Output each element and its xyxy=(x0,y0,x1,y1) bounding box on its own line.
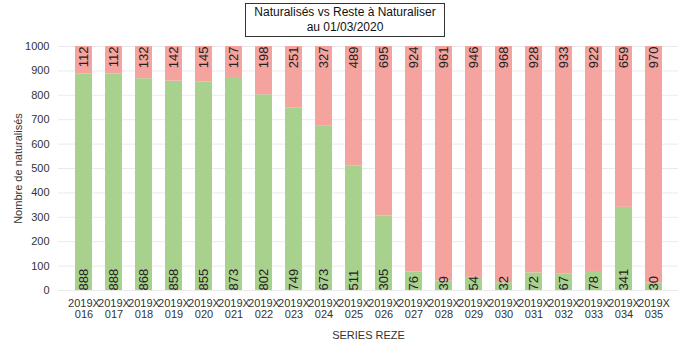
svg-text:112: 112 xyxy=(106,47,121,68)
svg-text:2019X028: 2019X028 xyxy=(428,297,460,320)
svg-text:2019X030: 2019X030 xyxy=(488,297,520,320)
svg-text:67: 67 xyxy=(556,276,571,290)
svg-text:2019X029: 2019X029 xyxy=(458,297,490,320)
svg-text:933: 933 xyxy=(556,47,571,69)
svg-text:100: 100 xyxy=(31,260,49,272)
svg-text:2019X018: 2019X018 xyxy=(128,297,160,320)
svg-text:922: 922 xyxy=(586,47,601,69)
svg-text:888: 888 xyxy=(106,269,121,291)
svg-text:2019X031: 2019X031 xyxy=(518,297,550,320)
html-text:au 01/03/2020: au 01/03/2020 xyxy=(306,20,384,34)
svg-text:868: 868 xyxy=(136,269,151,291)
svg-text:2019X027: 2019X027 xyxy=(398,297,430,320)
svg-text:855: 855 xyxy=(196,269,211,291)
svg-text:Nombre de naturalisés: Nombre de naturalisés xyxy=(12,113,24,224)
svg-text:327: 327 xyxy=(316,47,331,69)
svg-text:78: 78 xyxy=(586,276,601,290)
svg-text:198: 198 xyxy=(256,47,271,69)
svg-text:132: 132 xyxy=(136,47,151,69)
svg-text:888: 888 xyxy=(76,269,91,291)
svg-text:2019X016: 2019X016 xyxy=(68,297,100,320)
svg-text:970: 970 xyxy=(646,47,661,69)
svg-text:2019X019: 2019X019 xyxy=(158,297,190,320)
svg-text:0: 0 xyxy=(43,284,49,296)
svg-text:800: 800 xyxy=(31,89,49,101)
svg-text:2019X023: 2019X023 xyxy=(278,297,310,320)
svg-text:900: 900 xyxy=(31,64,49,76)
svg-text:341: 341 xyxy=(616,269,631,291)
svg-text:924: 924 xyxy=(406,47,421,69)
svg-text:112: 112 xyxy=(76,47,91,68)
svg-text:802: 802 xyxy=(256,269,271,291)
svg-text:500: 500 xyxy=(31,162,49,174)
svg-text:32: 32 xyxy=(496,276,511,290)
svg-text:2019X034: 2019X034 xyxy=(608,297,640,320)
svg-text:2019X033: 2019X033 xyxy=(578,297,610,320)
svg-text:400: 400 xyxy=(31,186,49,198)
svg-text:659: 659 xyxy=(616,47,631,69)
svg-text:968: 968 xyxy=(496,47,511,69)
svg-text:305: 305 xyxy=(376,269,391,291)
svg-text:873: 873 xyxy=(226,269,241,291)
svg-text:54: 54 xyxy=(466,276,481,290)
svg-text:SERIES REZE: SERIES REZE xyxy=(332,329,405,341)
svg-text:749: 749 xyxy=(286,269,301,291)
svg-text:489: 489 xyxy=(346,47,361,69)
svg-text:673: 673 xyxy=(316,269,331,291)
svg-text:600: 600 xyxy=(31,138,49,150)
svg-text:251: 251 xyxy=(286,47,301,69)
svg-text:700: 700 xyxy=(31,113,49,125)
svg-text:2019X025: 2019X025 xyxy=(338,297,370,320)
svg-text:928: 928 xyxy=(526,47,541,69)
svg-text:1000: 1000 xyxy=(25,40,49,52)
svg-text:2019X022: 2019X022 xyxy=(248,297,280,320)
svg-text:2019X021: 2019X021 xyxy=(218,297,250,320)
svg-text:76: 76 xyxy=(406,276,421,290)
svg-text:511: 511 xyxy=(346,270,361,291)
svg-text:145: 145 xyxy=(196,47,211,69)
svg-text:142: 142 xyxy=(166,47,181,69)
svg-text:300: 300 xyxy=(31,211,49,223)
svg-text:858: 858 xyxy=(166,269,181,291)
svg-text:2019X026: 2019X026 xyxy=(368,297,400,320)
svg-text:30: 30 xyxy=(646,276,661,290)
svg-text:2019X017: 2019X017 xyxy=(98,297,130,320)
svg-text:2019X032: 2019X032 xyxy=(548,297,580,320)
svg-text:200: 200 xyxy=(31,235,49,247)
svg-text:695: 695 xyxy=(376,47,391,69)
svg-text:72: 72 xyxy=(526,276,541,290)
svg-text:946: 946 xyxy=(466,47,481,69)
svg-text:2019X020: 2019X020 xyxy=(188,297,220,320)
svg-text:39: 39 xyxy=(436,276,451,290)
svg-text:2019X035: 2019X035 xyxy=(638,297,670,320)
svg-text:127: 127 xyxy=(226,47,241,69)
html-text:Naturalisés vs Reste à Natural: Naturalisés vs Reste à Naturaliser xyxy=(254,5,436,19)
svg-text:2019X024: 2019X024 xyxy=(308,297,340,320)
svg-text:961: 961 xyxy=(436,47,451,69)
